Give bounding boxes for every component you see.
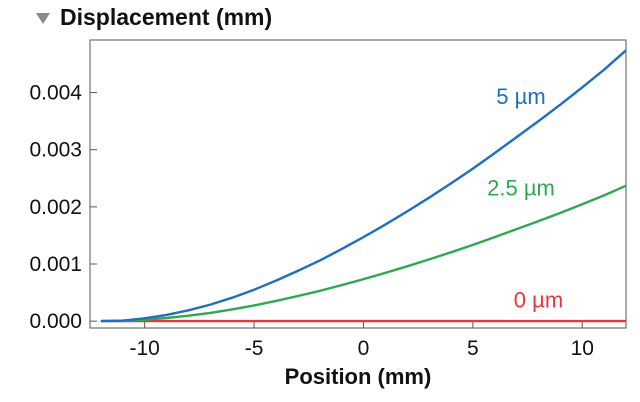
y-tick-label: 0.004 <box>29 82 82 105</box>
x-axis-label: Position (mm) <box>285 364 432 389</box>
series-label: 5 µm <box>496 84 545 109</box>
x-tick-label: 0 <box>358 337 370 360</box>
x-axis: -10 -5 0 5 10 <box>130 321 594 360</box>
series-label: 0 µm <box>514 287 563 312</box>
y-tick-label: 0.001 <box>29 253 82 276</box>
y-tick-label: 0.000 <box>29 310 82 333</box>
collapse-triangle-icon[interactable] <box>36 12 50 24</box>
y-tick-label: 0.003 <box>29 139 82 162</box>
series-line <box>100 49 627 323</box>
chart-title: Displacement (mm) <box>60 3 273 30</box>
y-axis: 0.000 0.001 0.002 0.003 0.004 <box>29 82 97 333</box>
chart-header[interactable]: Displacement (mm) <box>36 2 272 32</box>
x-tick-label: 5 <box>467 337 479 360</box>
series-lines <box>100 49 627 323</box>
x-tick-label: -10 <box>130 337 160 360</box>
series-label: 2.5 µm <box>487 175 555 200</box>
plot-frame <box>89 39 627 329</box>
series-line <box>100 184 627 323</box>
y-tick-label: 0.002 <box>29 196 82 219</box>
x-tick-label: -5 <box>245 337 264 360</box>
series-labels: 5 µm 2.5 µm 0 µm <box>487 84 563 312</box>
x-tick-label: 10 <box>571 337 594 360</box>
